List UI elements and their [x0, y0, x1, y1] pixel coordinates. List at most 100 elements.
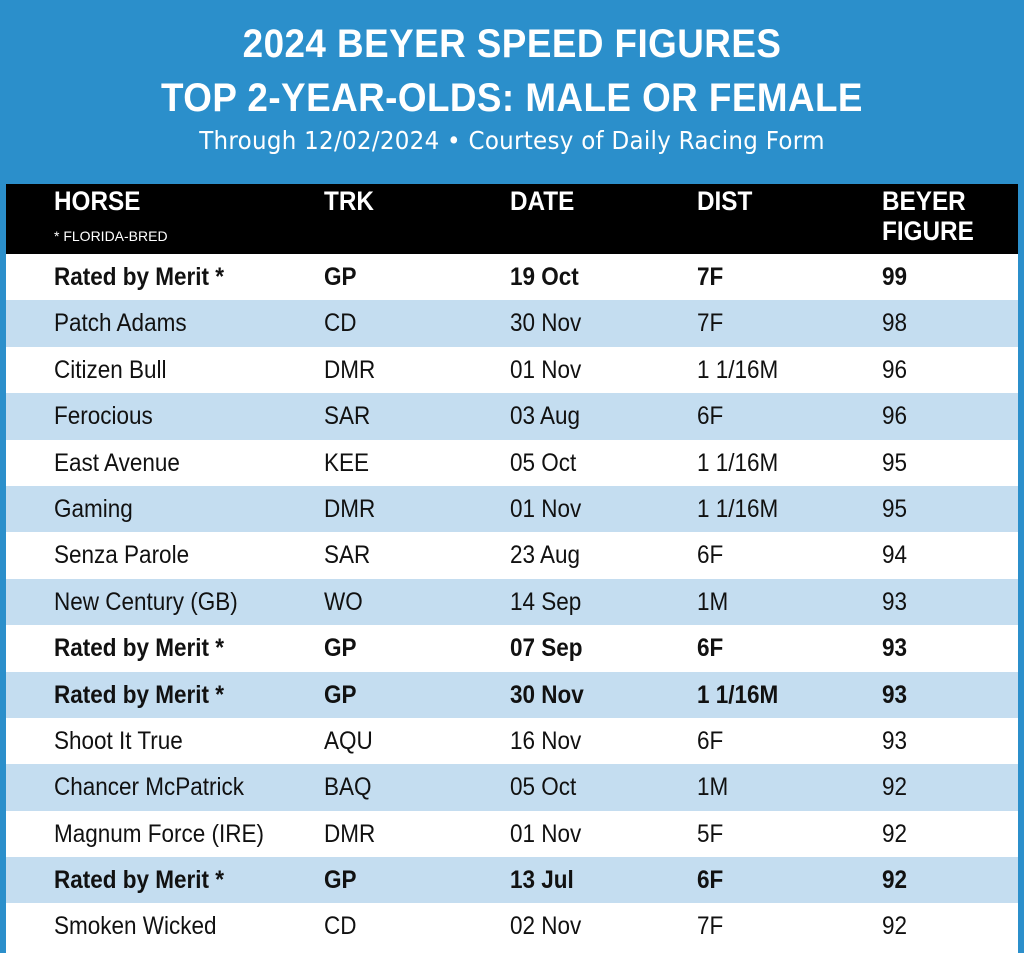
cell-date: 07 Sep	[510, 634, 583, 663]
cell-fig: 92	[882, 866, 908, 895]
cell-dist: 1 1/16M	[697, 448, 779, 477]
cell-horse: East Avenue	[54, 448, 180, 477]
cell-fig: 93	[882, 680, 908, 709]
cell-trk: CD	[324, 912, 357, 941]
cell-horse: Rated by Merit *	[54, 263, 225, 291]
cell-dist: 6F	[697, 634, 724, 663]
cell-dist: 6F	[697, 541, 724, 570]
table-row: Smoken Wicked CD 02 Nov 7F 92	[6, 903, 1018, 950]
cell-dist: 7F	[697, 309, 724, 338]
column-header-horse: HORSE	[54, 186, 141, 216]
cell-date: 01 Nov	[510, 355, 582, 384]
cell-horse: Rated by Merit *	[54, 680, 225, 709]
cell-trk: DMR	[324, 819, 376, 848]
cell-horse: Smoken Wicked	[54, 912, 217, 941]
cell-trk: DMR	[324, 494, 376, 523]
cell-date: 30 Nov	[510, 680, 584, 709]
table-row: New Century (GB) WO 14 Sep 1M 93	[6, 578, 1018, 626]
column-header-date: DATE	[510, 186, 575, 216]
cell-horse: Patch Adams	[54, 309, 187, 338]
cell-fig: 92	[882, 819, 908, 848]
cell-fig: 93	[882, 587, 908, 616]
cell-dist: 7F	[697, 912, 724, 941]
cell-date: 02 Nov	[510, 912, 582, 941]
chart-header: 2024 BEYER SPEED FIGURES TOP 2-YEAR-OLDS…	[0, 0, 1024, 184]
cell-trk: GP	[324, 263, 357, 291]
table-row: Rated by Merit * GP 07 Sep 6F 93	[6, 625, 1018, 672]
cell-horse: Rated by Merit *	[54, 866, 225, 895]
table-row: Ferocious SAR 03 Aug 6F 96	[6, 393, 1018, 440]
cell-date: 16 Nov	[510, 726, 582, 755]
cell-trk: CD	[324, 309, 357, 338]
cell-horse: Gaming	[54, 494, 133, 523]
cell-trk: KEE	[324, 448, 370, 477]
cell-trk: AQU	[324, 726, 373, 755]
cell-date: 30 Nov	[510, 309, 582, 338]
table-row: Gaming DMR 01 Nov 1 1/16M 95	[6, 485, 1018, 533]
cell-dist: 7F	[697, 263, 724, 291]
table-row: Citizen Bull DMR 01 Nov 1 1/16M 96	[6, 346, 1018, 394]
cell-trk: BAQ	[324, 773, 372, 802]
cell-fig: 99	[882, 263, 908, 291]
table-row: Magnum Force (IRE) DMR 01 Nov 5F 92	[6, 810, 1018, 858]
column-header-beyer-line1: BEYER	[882, 186, 966, 216]
cell-date: 05 Oct	[510, 773, 577, 802]
cell-horse: Senza Parole	[54, 541, 190, 570]
cell-horse: Ferocious	[54, 402, 153, 431]
table-row: Senza Parole SAR 23 Aug 6F 94	[6, 532, 1018, 579]
title-line-1: 2024 BEYER SPEED FIGURES	[242, 22, 782, 66]
table-row: Patch Adams CD 30 Nov 7F 98	[6, 300, 1018, 347]
table-row: Rated by Merit * GP 19 Oct 7F 99	[6, 254, 1018, 301]
cell-date: 05 Oct	[510, 448, 577, 477]
cell-dist: 1 1/16M	[697, 494, 779, 523]
cell-fig: 94	[882, 541, 908, 570]
cell-dist: 6F	[697, 866, 724, 895]
cell-trk: SAR	[324, 541, 371, 570]
column-header-beyer-figure: BEYER FIGURE	[882, 186, 974, 246]
cell-fig: 93	[882, 634, 908, 663]
cell-fig: 93	[882, 726, 908, 755]
cell-date: 14 Sep	[510, 587, 582, 616]
cell-fig: 92	[882, 773, 908, 802]
table-row: Chancer McPatrick BAQ 05 Oct 1M 92	[6, 764, 1018, 811]
column-header-beyer-line2: FIGURE	[882, 216, 974, 246]
cell-dist: 5F	[697, 819, 724, 848]
cell-trk: GP	[324, 680, 357, 709]
table-row: Shoot It True AQU 16 Nov 6F 93	[6, 717, 1018, 765]
cell-dist: 1M	[697, 587, 729, 616]
cell-fig: 96	[882, 355, 908, 384]
cell-fig: 92	[882, 912, 908, 941]
cell-horse: New Century (GB)	[54, 587, 238, 616]
cell-dist: 1 1/16M	[697, 680, 779, 709]
table-header: HORSE * FLORIDA-BRED TRK DATE DIST BEYER…	[6, 184, 1018, 254]
cell-date: 03 Aug	[510, 402, 581, 431]
cell-trk: GP	[324, 866, 357, 895]
cell-trk: WO	[324, 587, 363, 616]
cell-horse: Rated by Merit *	[54, 634, 225, 663]
column-header-trk: TRK	[324, 186, 374, 216]
table-row: Rated by Merit * GP 30 Nov 1 1/16M 93	[6, 671, 1018, 718]
cell-date: 13 Jul	[510, 866, 574, 895]
cell-horse: Chancer McPatrick	[54, 773, 245, 802]
cell-trk: SAR	[324, 402, 371, 431]
cell-horse: Magnum Force (IRE)	[54, 819, 265, 848]
cell-date: 01 Nov	[510, 494, 582, 523]
cell-trk: DMR	[324, 355, 376, 384]
subtitle: Through 12/02/2024 • Courtesy of Daily R…	[199, 126, 825, 155]
table-row: East Avenue KEE 05 Oct 1 1/16M 95	[6, 439, 1018, 486]
cell-horse: Citizen Bull	[54, 355, 167, 384]
column-header-dist: DIST	[697, 186, 753, 216]
table-row: Rated by Merit * GP 13 Jul 6F 92	[6, 857, 1018, 904]
cell-dist: 6F	[697, 726, 724, 755]
table-body: Rated by Merit * GP 19 Oct 7F 99 Patch Adams C…	[6, 254, 1018, 950]
cell-dist: 1M	[697, 773, 729, 802]
cell-dist: 6F	[697, 402, 724, 431]
cell-fig: 95	[882, 448, 908, 477]
cell-dist: 1 1/16M	[697, 355, 779, 384]
title-line-2: TOP 2-YEAR-OLDS: MALE OR FEMALE	[161, 76, 863, 120]
cell-date: 19 Oct	[510, 263, 579, 291]
cell-fig: 95	[882, 494, 908, 523]
cell-horse: Shoot It True	[54, 726, 183, 755]
speed-figures-table: HORSE * FLORIDA-BRED TRK DATE DIST BEYER…	[6, 184, 1018, 953]
